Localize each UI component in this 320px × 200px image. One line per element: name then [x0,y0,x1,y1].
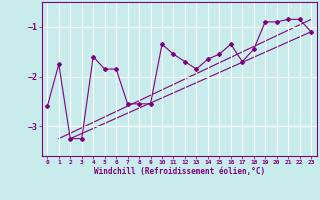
X-axis label: Windchill (Refroidissement éolien,°C): Windchill (Refroidissement éolien,°C) [94,167,265,176]
